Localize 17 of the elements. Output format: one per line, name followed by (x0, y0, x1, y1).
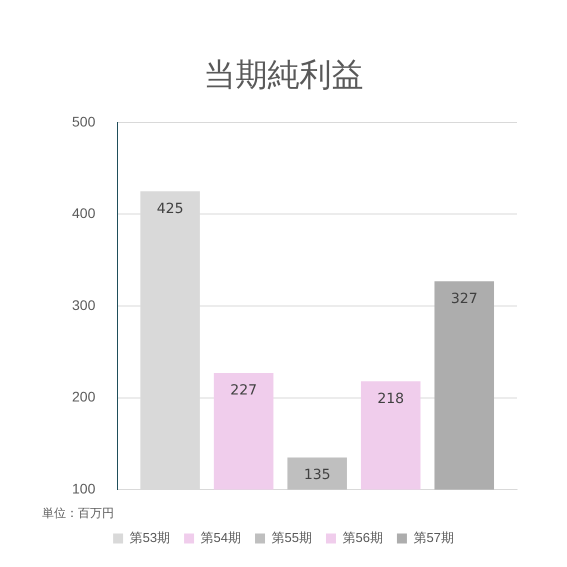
text: 単位：百万円 (42, 505, 114, 522)
y-tick-label: 100 (72, 480, 96, 496)
data-label: 425 (156, 200, 184, 217)
legend-label: 第54期 (200, 530, 242, 546)
data-label: 327 (450, 290, 478, 307)
data-label: 135 (304, 467, 331, 484)
legend-label: 第55期 (272, 530, 312, 546)
data-label: 218 (377, 390, 404, 407)
y-tick-label: 500 (72, 113, 96, 130)
y-tick-label: 400 (72, 205, 96, 222)
y-tick-label: 200 (72, 388, 96, 405)
data-label: 227 (230, 382, 258, 399)
legend-label: 第56期 (342, 530, 383, 546)
legend-label: 第53期 (130, 530, 170, 546)
y-tick-label: 300 (72, 296, 96, 313)
legend-label: 第57期 (413, 530, 454, 546)
chart-title: 当期純利益 (204, 56, 364, 94)
